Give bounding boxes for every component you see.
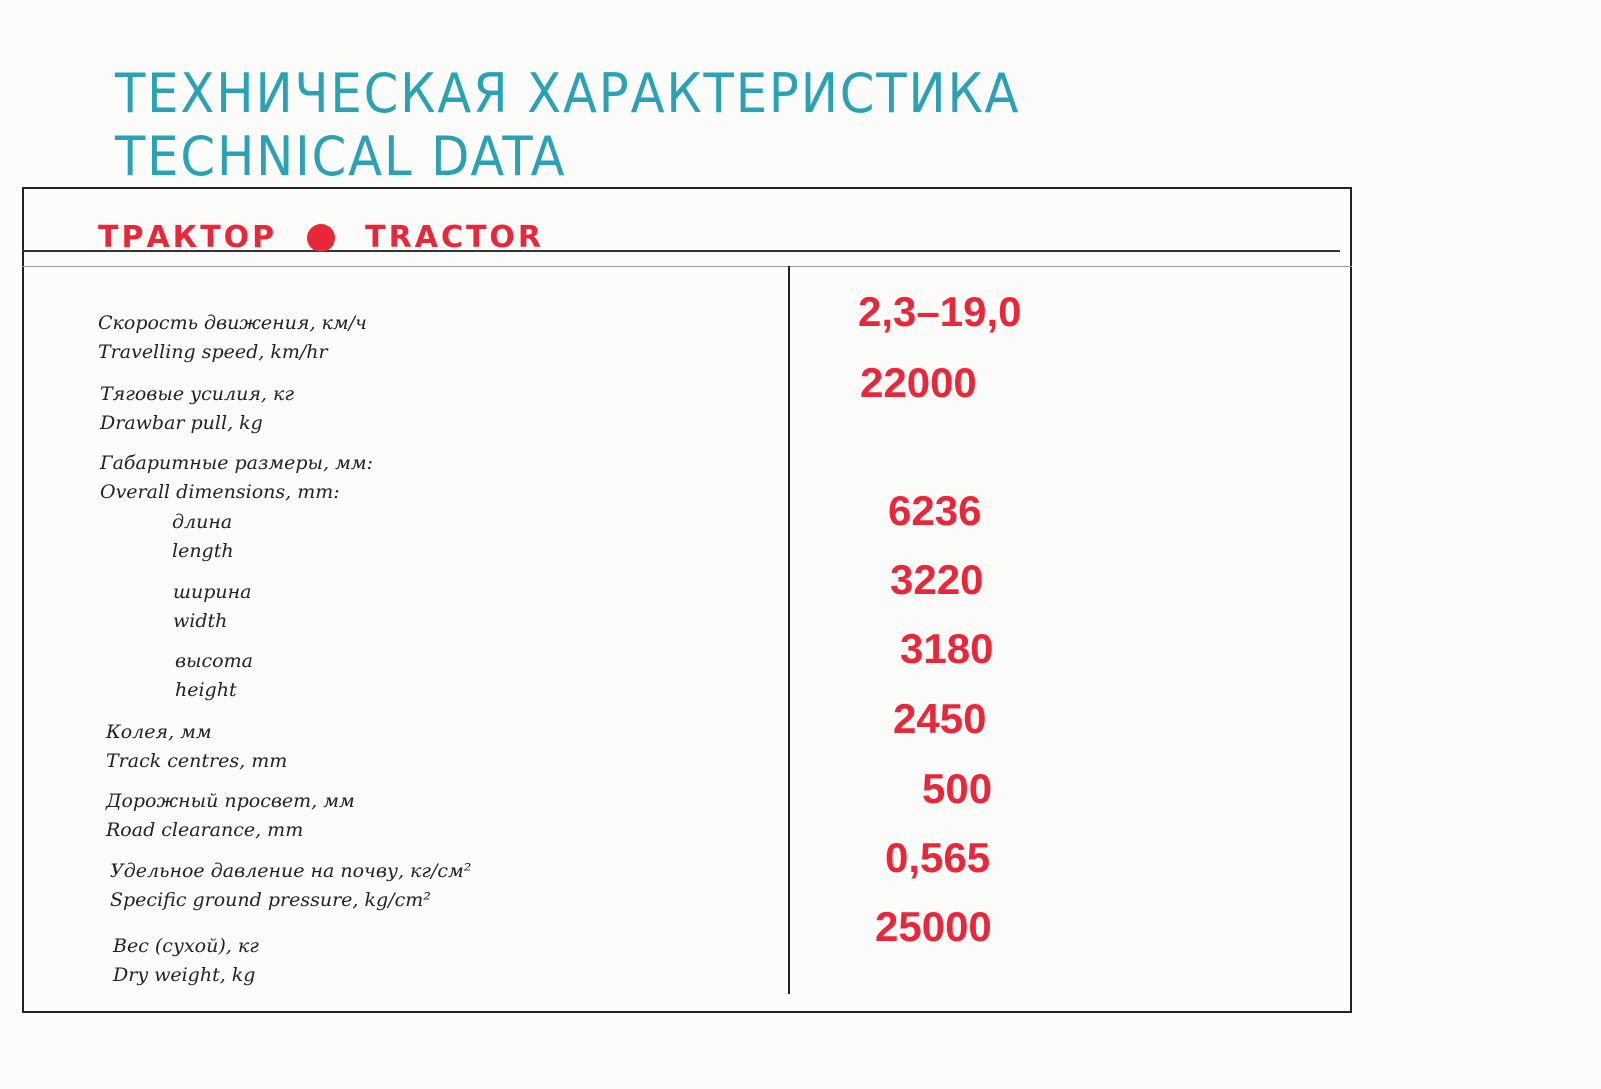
spec-value: 3180 bbox=[900, 625, 994, 672]
spec-label: Скорость движения, км/ч Travelling speed,… bbox=[98, 312, 367, 363]
spec-label: длина length bbox=[172, 511, 234, 562]
title-en: TECHNICAL DATA bbox=[115, 125, 567, 188]
spec-label: Дорожный просвет, мм Road clearance, mm bbox=[106, 790, 355, 841]
spec-value: 2,3–19,0 bbox=[858, 288, 1022, 335]
title-ru: ТЕХНИЧЕСКАЯ ХАРАКТЕРИСТИКА bbox=[115, 62, 1021, 125]
spec-value: 6236 bbox=[888, 487, 982, 534]
spec-label: Тяговые усилия, кг Drawbar pull, kg bbox=[100, 383, 294, 434]
spec-label: ширина width bbox=[173, 581, 252, 632]
column-divider bbox=[788, 266, 790, 994]
spec-value: 0,565 bbox=[885, 834, 991, 881]
header-divider bbox=[22, 250, 1340, 252]
bullet-dot-icon bbox=[307, 223, 336, 252]
section-header: ТРАКТОР TRACTOR bbox=[98, 220, 544, 255]
spec-label: Колея, мм Track centres, mm bbox=[106, 721, 288, 772]
spec-label: Удельное давление на почву, кг/см² Specif… bbox=[110, 860, 472, 911]
spec-label: Вес (сухой), кг Dry weight, kg bbox=[113, 935, 259, 986]
section-en: TRACTOR bbox=[365, 220, 545, 255]
spec-value: 500 bbox=[922, 765, 993, 812]
spec-value: 22000 bbox=[860, 359, 977, 406]
table-top-divider bbox=[22, 266, 1352, 267]
spec-label: высота height bbox=[175, 650, 253, 701]
spec-value: 25000 bbox=[875, 903, 992, 950]
section-ru: ТРАКТОР bbox=[98, 220, 278, 255]
spec-table bbox=[22, 187, 1352, 1013]
spec-label: Габаритные размеры, мм: Overall dimension… bbox=[100, 452, 373, 503]
spec-value: 3220 bbox=[890, 556, 984, 603]
spec-value: 2450 bbox=[893, 695, 987, 742]
